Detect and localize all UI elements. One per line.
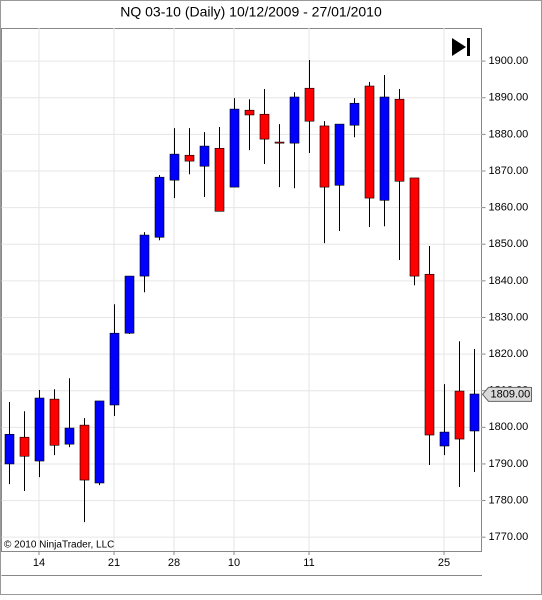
- y-tick-label: 1890.00: [489, 92, 529, 104]
- candle-body: [319, 125, 330, 188]
- y-tick-label: 1790.00: [489, 458, 529, 470]
- candle-body: [64, 427, 75, 445]
- candle-body: [244, 109, 255, 116]
- y-tick-label: 1850.00: [489, 238, 529, 250]
- y-tick-label: 1900.00: [489, 55, 529, 67]
- plot-border: [1, 28, 482, 552]
- candle-body: [424, 273, 435, 436]
- copyright: © 2010 NinjaTrader, LLC: [4, 540, 114, 551]
- last-price-marker: [481, 386, 532, 402]
- candle-body: [184, 154, 195, 162]
- y-tick-label: 1830.00: [489, 311, 529, 323]
- x-tick-label: 11: [303, 557, 314, 569]
- candle-body: [454, 390, 465, 440]
- candle-body: [274, 141, 285, 144]
- y-tick-label: 1780.00: [489, 494, 529, 506]
- candle-body: [469, 393, 480, 432]
- candle-body: [229, 108, 240, 188]
- play-icon[interactable]: [452, 38, 470, 56]
- candle-body: [199, 145, 210, 167]
- x-tick-label: 25: [438, 557, 450, 569]
- x-tick-label: 10: [228, 557, 240, 569]
- x-tick-label: 21: [108, 557, 120, 569]
- candle-body: [169, 153, 180, 181]
- candle-body: [334, 123, 345, 186]
- y-tick-label: 1860.00: [489, 202, 529, 214]
- y-tick-label: 1840.00: [489, 275, 529, 287]
- candle-body: [364, 85, 375, 199]
- y-tick-label: 1800.00: [489, 421, 529, 433]
- candle-body: [214, 147, 225, 212]
- candle-body: [289, 96, 300, 144]
- candle-body: [124, 275, 135, 334]
- x-tick-label: 28: [168, 557, 180, 569]
- y-tick-label: 1880.00: [489, 128, 529, 140]
- candle-body: [394, 98, 405, 182]
- candle-body: [349, 102, 360, 126]
- candle-body: [109, 332, 120, 406]
- y-tick-label: 1820.00: [489, 348, 529, 360]
- y-tick-label: 1770.00: [489, 531, 529, 543]
- candle-body: [49, 398, 60, 446]
- x-tick-label: 14: [33, 557, 45, 569]
- candle-body: [154, 176, 165, 238]
- candle-body: [19, 436, 30, 457]
- y-tick-label: 1870.00: [489, 165, 529, 177]
- candle-body: [4, 433, 15, 465]
- candle-body: [379, 96, 390, 201]
- candle-body: [139, 234, 150, 277]
- candle-body: [94, 400, 105, 484]
- candle-body: [439, 431, 450, 447]
- candle-body: [304, 87, 315, 122]
- chart-title: NQ 03-10 (Daily) 10/12/2009 - 27/01/2010: [120, 4, 382, 20]
- candle-body: [259, 113, 270, 140]
- candle-body: [79, 424, 90, 481]
- candle-body: [34, 397, 45, 462]
- candle-body: [409, 177, 420, 277]
- last-price-label: 1809.00: [491, 388, 531, 400]
